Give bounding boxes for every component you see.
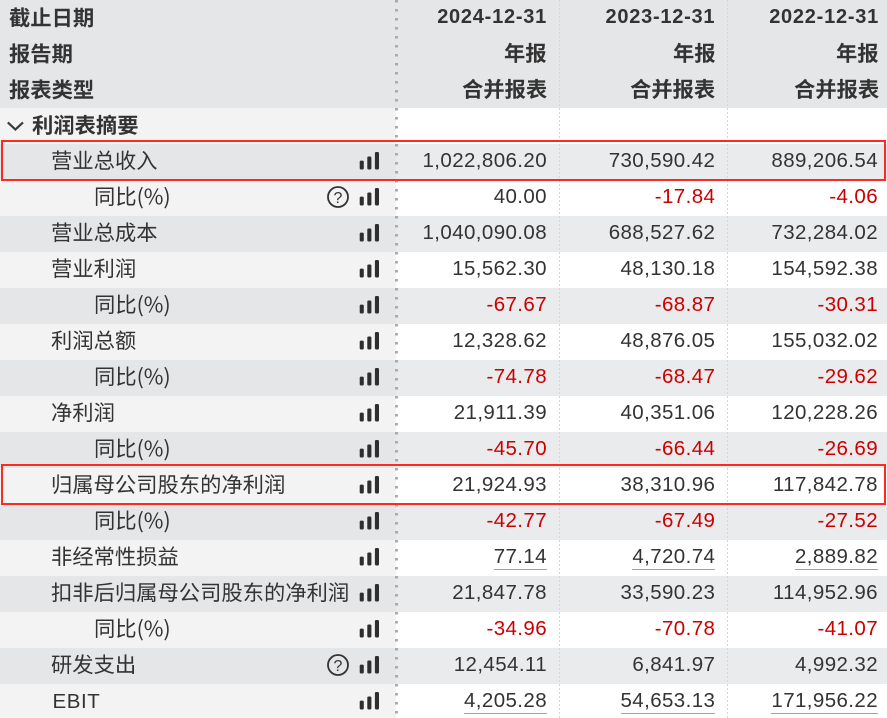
svg-text:?: ? [333, 658, 342, 675]
svg-text:?: ? [333, 190, 342, 207]
